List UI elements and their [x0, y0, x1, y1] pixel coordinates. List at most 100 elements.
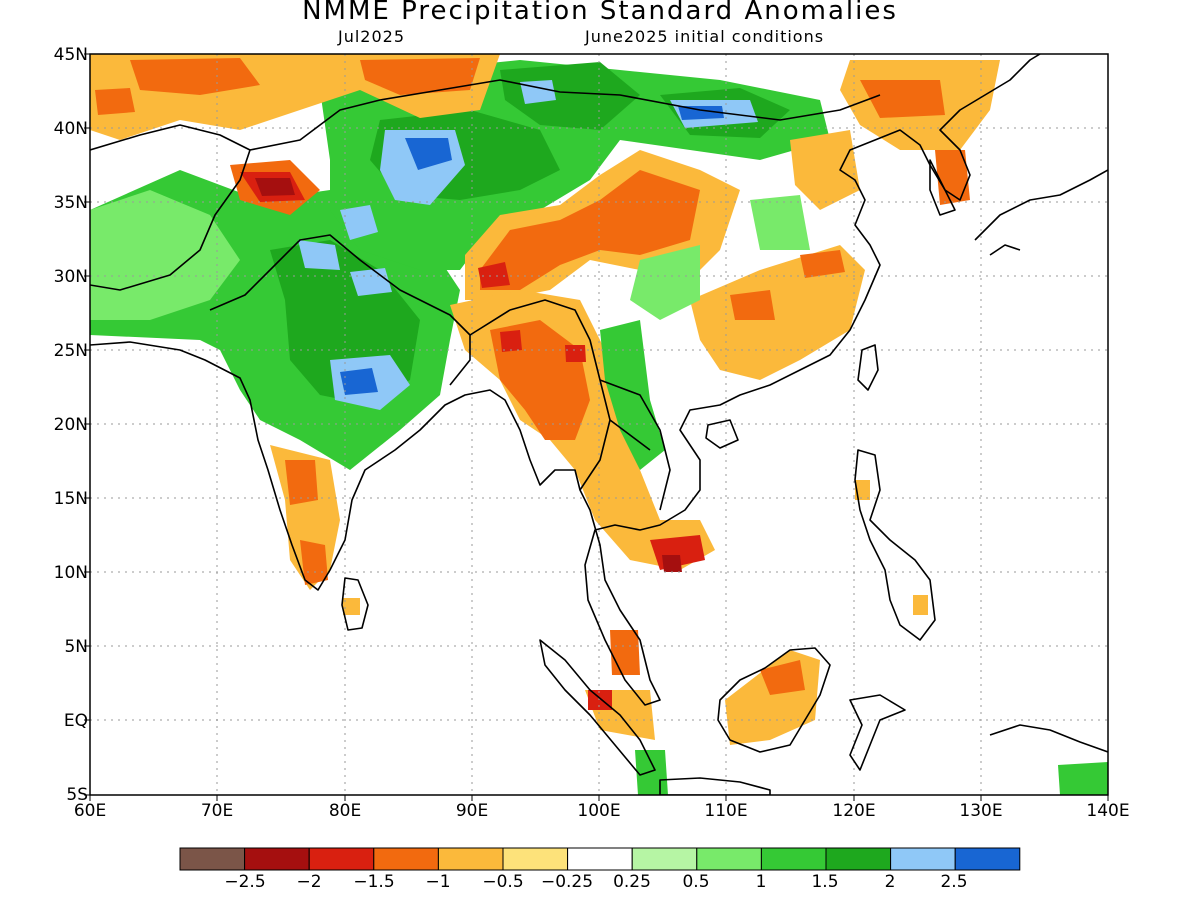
anomaly-dry-tibet-red — [478, 262, 510, 288]
anomaly-field — [90, 54, 1108, 795]
coast-sulawesi — [849, 694, 906, 771]
colorbar-label: 2.5 — [940, 872, 968, 892]
anomaly-dry-sri-lanka — [343, 598, 360, 615]
anomaly-dry-south-china-orange — [730, 250, 845, 320]
anomaly-wet-south-china — [630, 195, 810, 320]
colorbar-label: −1.5 — [353, 872, 395, 892]
tick-marks — [84, 53, 1109, 801]
anomaly-wet-mongolia-strong — [500, 62, 640, 130]
colorbar-swatch — [631, 847, 698, 871]
lat-label-25n: 25N — [53, 341, 88, 361]
border-myanmar — [469, 299, 611, 491]
colorbar-swatch — [502, 847, 569, 871]
anomaly-dry-cambodia-deep — [662, 555, 682, 572]
anomaly-wet-east-deep — [678, 106, 724, 120]
colorbar-swatch — [244, 847, 310, 871]
colorbar-label: −0.5 — [482, 872, 524, 892]
colorbar-swatch — [179, 847, 246, 871]
lat-label-30n: 30N — [53, 267, 88, 287]
coast-taiwan — [857, 344, 879, 391]
lat-label-20n: 20N — [53, 415, 88, 435]
coast-borneo — [717, 647, 831, 753]
anomaly-dry-philippines — [855, 480, 928, 615]
map-title: NMME Precipitation Standard Anomalies — [302, 0, 898, 26]
border-india — [209, 234, 471, 386]
anomaly-dry-north-orange — [95, 58, 480, 115]
colorbar-swatch — [825, 847, 892, 871]
coastlines — [90, 54, 1108, 795]
anomaly-dry-tibet-orange — [480, 170, 700, 290]
anomaly-dry-borneo-orange — [760, 660, 805, 695]
border-central-asia — [90, 124, 251, 291]
coast-sri-lanka — [341, 577, 369, 631]
anomaly-dry-borneo — [725, 650, 820, 745]
anomaly-dry-indochina — [450, 290, 715, 570]
border-china — [249, 79, 881, 151]
coast-asia-mainland — [90, 54, 1041, 706]
colorbar-swatch — [567, 847, 633, 871]
coast-philippines — [854, 449, 936, 641]
coast-japan — [974, 169, 1108, 256]
colorbar-label: −1 — [425, 872, 451, 892]
anomaly-wet-himalaya-blue — [340, 205, 378, 240]
anomaly-dry-northeast-orange — [860, 80, 970, 205]
graticule — [90, 54, 1108, 795]
anomaly-wet-java — [635, 750, 1108, 795]
lon-label-140e: 140E — [1086, 801, 1130, 821]
colorbar-swatch — [890, 847, 956, 871]
lon-label-60e: 60E — [73, 801, 107, 821]
lon-label-70e: 70E — [200, 801, 234, 821]
anomaly-dry-west-india-orange — [285, 460, 328, 585]
lon-label-80e: 80E — [328, 801, 362, 821]
lat-label-35n: 35N — [53, 193, 88, 213]
lon-label-90e: 90E — [455, 801, 489, 821]
anomaly-wet-tibet-deep — [405, 138, 452, 170]
anomaly-dry-south-china — [690, 245, 865, 380]
lat-label-5s: 5S — [66, 785, 88, 805]
colorbar-label: −2.5 — [224, 872, 266, 892]
anomaly-wet-laos — [600, 320, 665, 470]
colorbar-swatch — [696, 847, 762, 871]
lon-label-120e: 120E — [832, 801, 876, 821]
anomaly-dry-indochina-red — [500, 330, 705, 570]
lat-label-eq: EQ — [63, 711, 88, 731]
anomaly-wet-mongolia-blue — [520, 80, 556, 104]
colorbar-swatch — [954, 847, 1021, 871]
anomaly-dry-kashmir-deep — [255, 178, 295, 196]
lon-label-100e: 100E — [577, 801, 621, 821]
coast-hainan — [705, 419, 739, 449]
colorbar-label: 2 — [884, 872, 896, 892]
colorbar-label: 0.5 — [682, 872, 710, 892]
anomaly-dry-north-china — [790, 130, 860, 210]
lat-label-15n: 15N — [53, 489, 88, 509]
colorbar-swatch — [308, 847, 375, 871]
colorbar-swatch — [760, 847, 827, 871]
lon-label-110e: 110E — [704, 801, 748, 821]
lon-label-130e: 130E — [959, 801, 1003, 821]
anomaly-wet-india-deep — [340, 368, 378, 395]
colorbar-swatch — [437, 847, 504, 871]
initial-conditions: June2025 initial conditions — [585, 27, 825, 46]
lat-label-40n: 40N — [53, 119, 88, 139]
colorbar-label: −2 — [296, 872, 322, 892]
anomaly-dry-malaysia — [610, 630, 640, 675]
colorbar — [179, 847, 1021, 871]
coast-sumatra — [539, 639, 656, 776]
coast-java — [659, 777, 771, 795]
coast-korea — [929, 159, 956, 216]
lat-label-5n: 5N — [64, 637, 88, 657]
lat-label-10n: 10N — [53, 563, 88, 583]
coast-new-guinea — [989, 724, 1108, 753]
colorbar-label: 1 — [755, 872, 767, 892]
anomaly-dry-sumatra-red — [588, 690, 612, 710]
target-month: Jul2025 — [338, 27, 406, 46]
lat-label-45n: 45N — [53, 45, 88, 65]
colorbar-label: 0.25 — [613, 872, 651, 892]
colorbar-label: −0.25 — [540, 872, 594, 892]
anomaly-wet-india-blue2 — [298, 240, 340, 270]
anomaly-wet-nepal-blue — [350, 268, 392, 296]
colorbar-label: 1.5 — [811, 872, 839, 892]
border-indochina — [599, 379, 671, 511]
colorbar-swatch — [373, 847, 439, 871]
